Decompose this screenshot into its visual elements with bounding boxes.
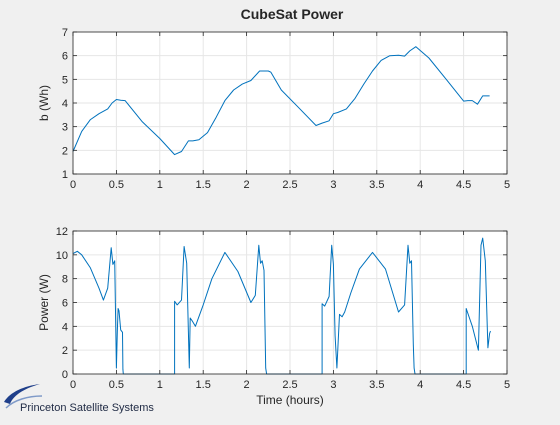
x-tick-label: 0.5 bbox=[109, 379, 124, 391]
x-tick-label: 3 bbox=[330, 179, 336, 191]
y-tick-label: 6 bbox=[62, 51, 68, 63]
x-tick-label: 4 bbox=[417, 179, 423, 191]
y-tick-label: 7 bbox=[62, 27, 68, 39]
x-tick-label: 5 bbox=[504, 179, 510, 191]
x-tick-label: 2.5 bbox=[282, 179, 297, 191]
x-tick-label: 3 bbox=[330, 379, 336, 391]
x-tick-label: 1.5 bbox=[196, 179, 211, 191]
x-tick-label: 2.5 bbox=[282, 379, 297, 391]
y-tick-label: 3 bbox=[62, 122, 68, 134]
x-tick-label: 1 bbox=[157, 179, 163, 191]
x-tick-label: 4.5 bbox=[456, 179, 471, 191]
y-tick-label: 5 bbox=[62, 74, 68, 86]
x-axis-label: Time (hours) bbox=[256, 393, 324, 407]
y-tick-label: 12 bbox=[56, 226, 68, 238]
x-tick-label: 2 bbox=[244, 179, 250, 191]
series-line bbox=[72, 46, 490, 156]
x-tick-label: 4.5 bbox=[456, 379, 471, 391]
y-tick-label: 4 bbox=[62, 321, 68, 333]
y-tick-label: 1 bbox=[62, 169, 68, 181]
x-tick-label: 5 bbox=[504, 379, 510, 391]
orbit-swoosh-accent-icon bbox=[5, 395, 43, 409]
x-tick-label: 3.5 bbox=[369, 179, 384, 191]
y-tick-label: 8 bbox=[62, 274, 68, 286]
series-line bbox=[72, 237, 491, 375]
y-tick-label: 10 bbox=[56, 250, 68, 262]
x-tick-label: 0 bbox=[70, 179, 76, 191]
x-tick-label: 0.5 bbox=[109, 179, 124, 191]
y-tick-label: 6 bbox=[62, 298, 68, 310]
y-tick-label: 2 bbox=[62, 345, 68, 357]
x-tick-label: 2 bbox=[244, 379, 250, 391]
top-axes-battery: 0 0.5 1 1.5 2 2.5 3 3.5 4 4.5 5 1 2 3 4 5 6 7 b (Wh) bbox=[37, 27, 510, 191]
x-tick-label: 0 bbox=[70, 379, 76, 391]
orbit-swoosh-icon bbox=[4, 384, 40, 404]
figure-title: CubeSat Power bbox=[241, 6, 344, 22]
x-tick-label: 4 bbox=[417, 379, 423, 391]
x-tick-label: 3.5 bbox=[369, 379, 384, 391]
y-tick-label: 2 bbox=[62, 145, 68, 157]
x-tick-label: 1 bbox=[157, 379, 163, 391]
y-axis-label: Power (W) bbox=[37, 274, 51, 331]
company-logo: Princeton Satellite Systems bbox=[4, 384, 154, 414]
logo-text: Princeton Satellite Systems bbox=[20, 402, 154, 414]
y-tick-label: 4 bbox=[62, 98, 68, 110]
y-tick-label: 0 bbox=[62, 369, 68, 381]
bottom-axes-power: 0 0.5 1 1.5 2 2.5 3 3.5 4 4.5 5 0 2 4 6 8 10 12 Power (W) T… bbox=[37, 226, 510, 407]
x-tick-label: 1.5 bbox=[196, 379, 211, 391]
y-axis-label: b (Wh) bbox=[37, 85, 51, 121]
